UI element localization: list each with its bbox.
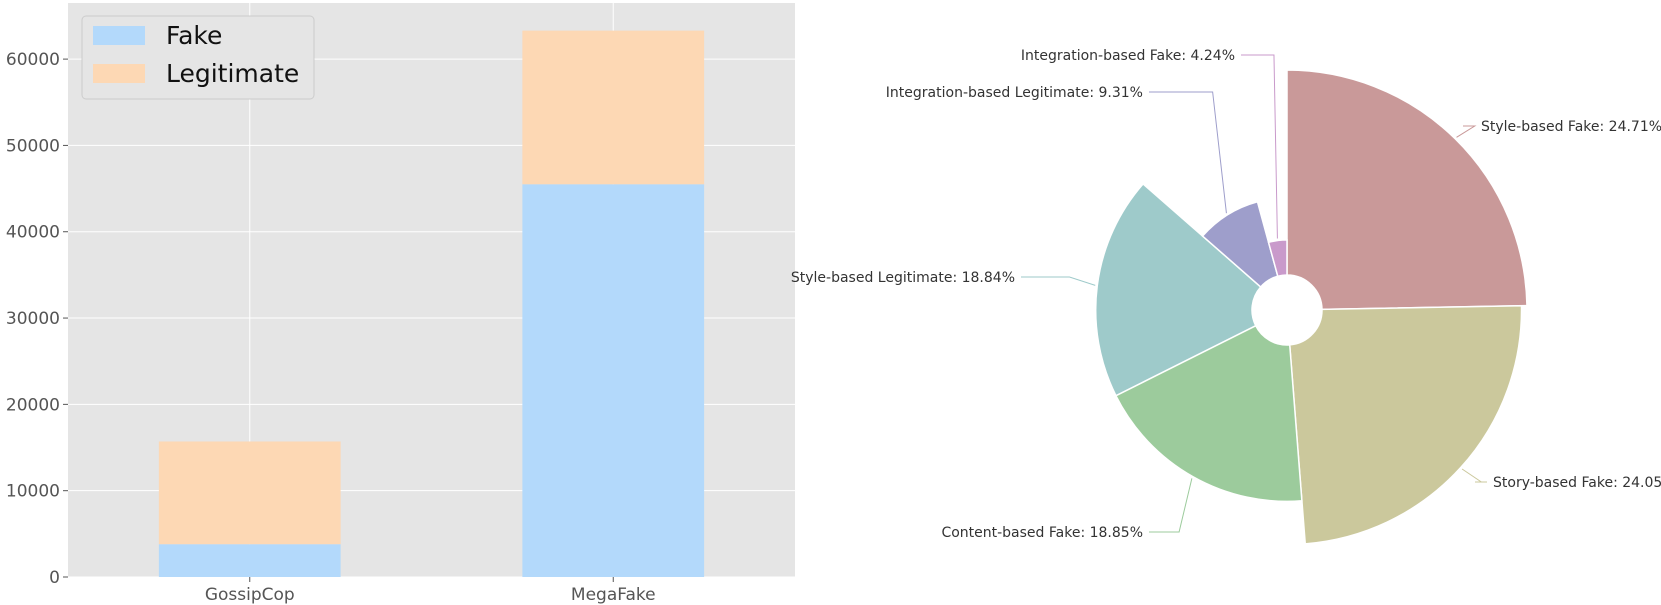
legend-swatch-legitimate xyxy=(93,64,145,83)
pie-label-content-based-fake: Content-based Fake: 18.85% xyxy=(941,525,1143,541)
rose-pie-chart: Style-based Fake: 24.71% Story-based Fake… xyxy=(791,48,1661,545)
legend-label-legitimate: Legitimate xyxy=(166,59,299,88)
pie-leader-line xyxy=(1021,276,1096,286)
y-tick-label: 60000 xyxy=(6,50,60,70)
pie-slice-style-based-fake xyxy=(1286,69,1528,311)
legend-swatch-fake xyxy=(93,26,145,45)
bar-gossipcop-fake xyxy=(158,544,341,577)
pie-label-integration-based-legitimate: Integration-based Legitimate: 9.31% xyxy=(886,85,1143,101)
y-tick-label: 10000 xyxy=(6,482,60,502)
pie-leader-line xyxy=(1149,91,1227,214)
y-tick-label: 40000 xyxy=(6,223,60,243)
y-tick-label: 50000 xyxy=(6,136,60,156)
bar-megafake-fake xyxy=(522,184,705,577)
x-tick-label: GossipCop xyxy=(205,585,295,605)
legend: Fake Legitimate xyxy=(81,15,315,100)
pie-label-style-based-fake: Style-based Fake: 24.71% xyxy=(1481,119,1661,135)
x-tick-label: MegaFake xyxy=(571,585,656,605)
y-tick-label: 20000 xyxy=(6,395,60,415)
stacked-bar-chart: 0 10000 20000 30000 40000 50000 60000 GossipCop… xyxy=(6,3,795,605)
legend-label-fake: Fake xyxy=(166,21,222,50)
bar-gossipcop-legitimate xyxy=(158,441,341,545)
y-tick-label: 0 xyxy=(49,568,60,588)
y-tick-label: 30000 xyxy=(6,309,60,329)
pie-leader-line xyxy=(1149,478,1193,533)
pie-leader-line xyxy=(1241,54,1278,239)
pie-slice-story-based-fake xyxy=(1288,304,1523,545)
pie-center-hole xyxy=(1252,275,1322,345)
pie-label-story-based-fake: Story-based Fake: 24.05% xyxy=(1493,475,1661,491)
pie-leader-line xyxy=(1456,125,1477,138)
pie-leader-line xyxy=(1461,468,1487,483)
pie-label-style-based-legitimate: Style-based Legitimate: 18.84% xyxy=(791,270,1015,286)
pie-label-integration-based-fake: Integration-based Fake: 4.24% xyxy=(1021,48,1235,64)
bar-megafake-legitimate xyxy=(522,30,705,185)
